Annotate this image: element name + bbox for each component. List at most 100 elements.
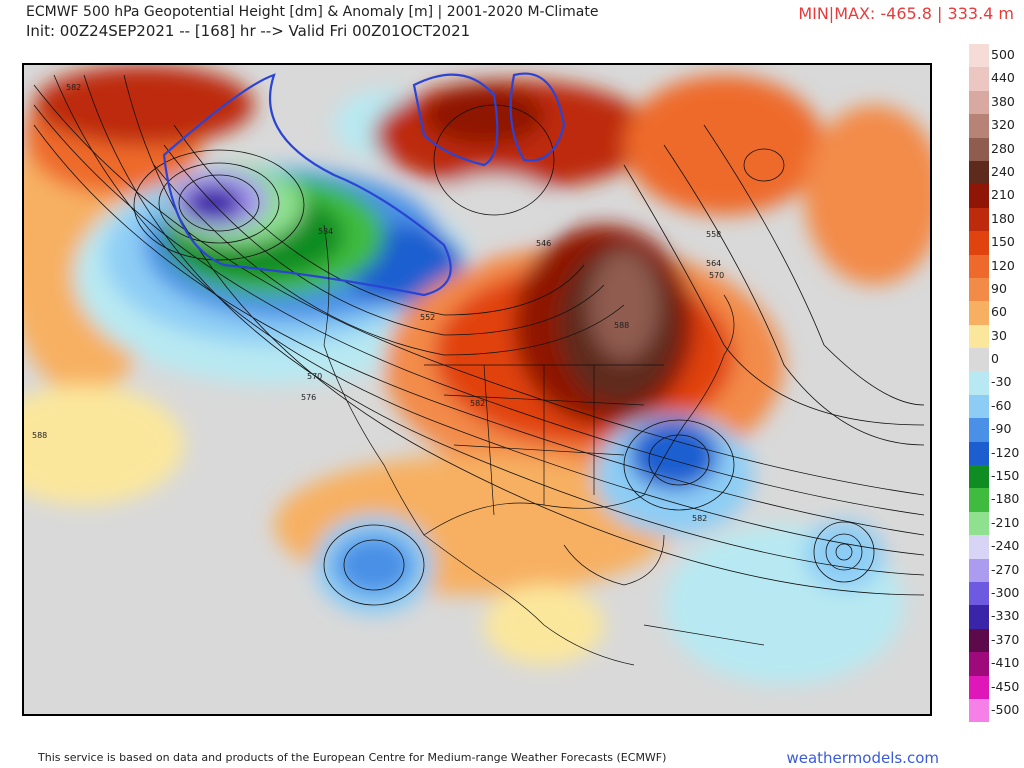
legend-label: -210 xyxy=(991,514,1020,530)
legend-row: -150 xyxy=(969,465,1020,489)
legend-swatch xyxy=(969,348,989,372)
legend-row: 120 xyxy=(969,254,1019,278)
legend-swatch xyxy=(969,277,989,302)
legend-swatch xyxy=(969,535,989,559)
legend-swatch xyxy=(969,44,989,68)
contour-label: 534 xyxy=(318,227,333,236)
legend-row: 500 xyxy=(969,44,1019,68)
legend-label: 30 xyxy=(991,327,1007,343)
legend-swatch xyxy=(969,698,989,723)
legend-row: 320 xyxy=(969,114,1019,138)
anomaly-outline xyxy=(162,72,566,297)
legend-label: -330 xyxy=(991,608,1020,624)
anomaly-field xyxy=(24,65,930,685)
legend-row: 30 xyxy=(969,324,1019,349)
legend-swatch xyxy=(969,465,989,489)
legend-swatch xyxy=(969,394,989,419)
legend-swatch xyxy=(969,301,989,325)
legend-row: -410 xyxy=(969,652,1020,676)
legend-label: -370 xyxy=(991,631,1020,647)
legend-label: -240 xyxy=(991,538,1020,554)
legend-label: 210 xyxy=(991,187,1015,203)
legend-label: -270 xyxy=(991,561,1020,577)
contour-label: 570 xyxy=(307,372,322,381)
legend-swatch xyxy=(969,605,989,629)
brand-link[interactable]: weathermodels.com xyxy=(786,749,939,767)
legend-row: 380 xyxy=(969,90,1019,115)
contour-label: 570 xyxy=(709,271,724,280)
legend-swatch xyxy=(969,558,989,582)
legend-label: 500 xyxy=(991,47,1015,62)
legend-label: -90 xyxy=(991,421,1012,437)
legend-label: 320 xyxy=(991,117,1015,133)
legend-swatch xyxy=(969,371,989,395)
legend-row: -330 xyxy=(969,605,1020,629)
legend-label: 90 xyxy=(991,280,1007,296)
legend-label: -60 xyxy=(991,397,1012,413)
contour-label: 576 xyxy=(301,393,316,402)
map-subtitle: Init: 00Z24SEP2021 -- [168] hr --> Valid… xyxy=(26,22,471,40)
legend-swatch xyxy=(969,324,989,349)
legend-swatch xyxy=(969,207,989,232)
legend-swatch xyxy=(969,114,989,138)
legend-swatch xyxy=(969,628,989,653)
legend-swatch xyxy=(969,418,989,442)
credit-text: This service is based on data and produc… xyxy=(38,751,667,764)
legend-row: -450 xyxy=(969,675,1020,699)
legend-label: 280 xyxy=(991,140,1015,156)
contour-label: 582 xyxy=(66,83,81,92)
legend-row: 60 xyxy=(969,301,1019,325)
legend-row: -370 xyxy=(969,628,1020,653)
legend-swatch xyxy=(969,581,989,606)
legend-swatch xyxy=(969,160,989,185)
legend-swatch xyxy=(969,137,989,161)
legend-label: 0 xyxy=(991,351,999,367)
contour-label: 552 xyxy=(420,313,435,322)
map-canvas: 582 534 552 570 576 588 558 564 570 546 … xyxy=(24,65,930,714)
height-contours xyxy=(33,74,925,606)
legend-label: 240 xyxy=(991,163,1015,179)
legend-label: -30 xyxy=(991,374,1012,390)
legend-swatch xyxy=(969,90,989,115)
legend-row: -90 xyxy=(969,418,1019,442)
legend-row: 210 xyxy=(969,184,1019,208)
legend-swatch xyxy=(969,652,989,676)
contour-label: 588 xyxy=(32,431,47,440)
legend-label: -500 xyxy=(991,701,1020,717)
legend-row: -30 xyxy=(969,371,1019,395)
legend-row: 280 xyxy=(969,137,1019,161)
contour-label-group: 582 534 552 570 576 588 558 564 570 546 … xyxy=(32,83,724,523)
legend-row: -180 xyxy=(969,488,1020,512)
legend-swatch xyxy=(969,488,989,512)
contour-label: 546 xyxy=(536,239,551,248)
legend-label: -300 xyxy=(991,584,1020,600)
map-title: ECMWF 500 hPa Geopotential Height [dm] &… xyxy=(26,4,599,20)
legend-swatch xyxy=(969,184,989,208)
legend-row: -270 xyxy=(969,558,1020,582)
legend-swatch xyxy=(969,254,989,278)
legend-label: 380 xyxy=(991,93,1015,109)
legend-row: 440 xyxy=(969,67,1019,91)
legend-row: -300 xyxy=(969,581,1020,606)
legend-row: -210 xyxy=(969,511,1020,536)
contour-label: 558 xyxy=(706,230,721,239)
legend-label: -150 xyxy=(991,468,1020,484)
legend-swatch xyxy=(969,67,989,91)
contour-label: 564 xyxy=(706,259,721,268)
legend-label: 440 xyxy=(991,70,1015,86)
legend-label: 150 xyxy=(991,234,1015,250)
contour-label: 582 xyxy=(692,514,707,523)
legend-label: -120 xyxy=(991,444,1020,460)
legend-label: -450 xyxy=(991,678,1020,694)
legend-label: -410 xyxy=(991,655,1020,671)
legend-swatch xyxy=(969,231,989,255)
legend-row: 180 xyxy=(969,207,1019,232)
coastlines xyxy=(323,224,765,666)
legend-row: -120 xyxy=(969,441,1020,466)
legend-row: -240 xyxy=(969,535,1020,559)
legend-swatch xyxy=(969,511,989,536)
contour-label: 582 xyxy=(470,399,485,408)
anomaly-map: 582 534 552 570 576 588 558 564 570 546 … xyxy=(22,63,932,716)
legend-label: -180 xyxy=(991,491,1020,507)
legend-label: 60 xyxy=(991,304,1007,320)
